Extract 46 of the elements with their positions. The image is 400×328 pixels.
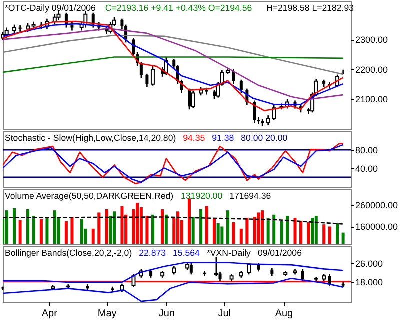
chart-title: Volume Average(50,50,DARKGREEN,Red) bbox=[5, 191, 174, 201]
candlestick bbox=[247, 262, 252, 276]
candlestick bbox=[214, 256, 218, 277]
chart-title: *OTC-Daily 09/01/2006 bbox=[5, 3, 96, 13]
annotation: 131920.00 bbox=[181, 191, 223, 201]
y-tick-label: 260000.00 bbox=[356, 200, 398, 211]
candlestick bbox=[140, 61, 143, 80]
y-tick-label: 2200.00 bbox=[356, 64, 388, 75]
annotation: H=2198.58 L=2182.93 bbox=[266, 3, 354, 13]
x-tick-label: Apr bbox=[42, 308, 58, 320]
candlestick bbox=[253, 100, 256, 124]
annotation: 91.38 bbox=[212, 133, 234, 143]
y-tick-label: 160000.00 bbox=[356, 222, 398, 232]
line-series bbox=[3, 56, 344, 74]
y-tick-label: 2300.00 bbox=[356, 35, 388, 46]
x-tick-label: May bbox=[98, 308, 117, 320]
annotation: 171694.36 bbox=[230, 191, 272, 201]
candlestick bbox=[150, 66, 155, 86]
y-tick-label: 80.00 bbox=[356, 146, 378, 156]
y-tick-label: 2100.00 bbox=[356, 94, 388, 105]
y-tick-label: 18.000 bbox=[356, 277, 384, 288]
annotation: 94.35 bbox=[183, 133, 206, 143]
candlestick bbox=[328, 274, 332, 287]
candlestick bbox=[240, 79, 243, 94]
y-tick-label: 40.00 bbox=[356, 164, 378, 174]
chart-subtitle: C=2193.16 +9.41 +0.43% O=2194.56 bbox=[105, 3, 252, 13]
y-tick-label: 26.000 bbox=[356, 258, 384, 269]
x-tick-label: Aug bbox=[275, 308, 294, 320]
candlestick bbox=[232, 68, 236, 85]
candlestick bbox=[190, 262, 193, 276]
candlestick bbox=[218, 271, 222, 282]
line-series bbox=[3, 278, 344, 302]
candlestick bbox=[191, 90, 196, 109]
annotation: 15.564 bbox=[173, 248, 200, 258]
annotation: 09/01/2006 bbox=[258, 248, 302, 258]
annotation: *VXN-Daily bbox=[206, 248, 252, 258]
chart-title: Bollinger Bands(Close,20,2,-2,0) bbox=[5, 248, 132, 258]
annotation: 80.00 20.00 bbox=[241, 133, 288, 143]
x-tick-label: Jun bbox=[158, 308, 175, 320]
line-series bbox=[3, 216, 344, 225]
line-series bbox=[3, 262, 344, 284]
x-tick-label: Jul bbox=[218, 308, 232, 320]
chart-title: Stochastic - Slow(High,Low,Close,14,20,80) bbox=[5, 133, 176, 143]
candlestick bbox=[132, 274, 136, 288]
candlestick bbox=[146, 73, 149, 88]
annotation: 22.873 bbox=[139, 248, 166, 258]
